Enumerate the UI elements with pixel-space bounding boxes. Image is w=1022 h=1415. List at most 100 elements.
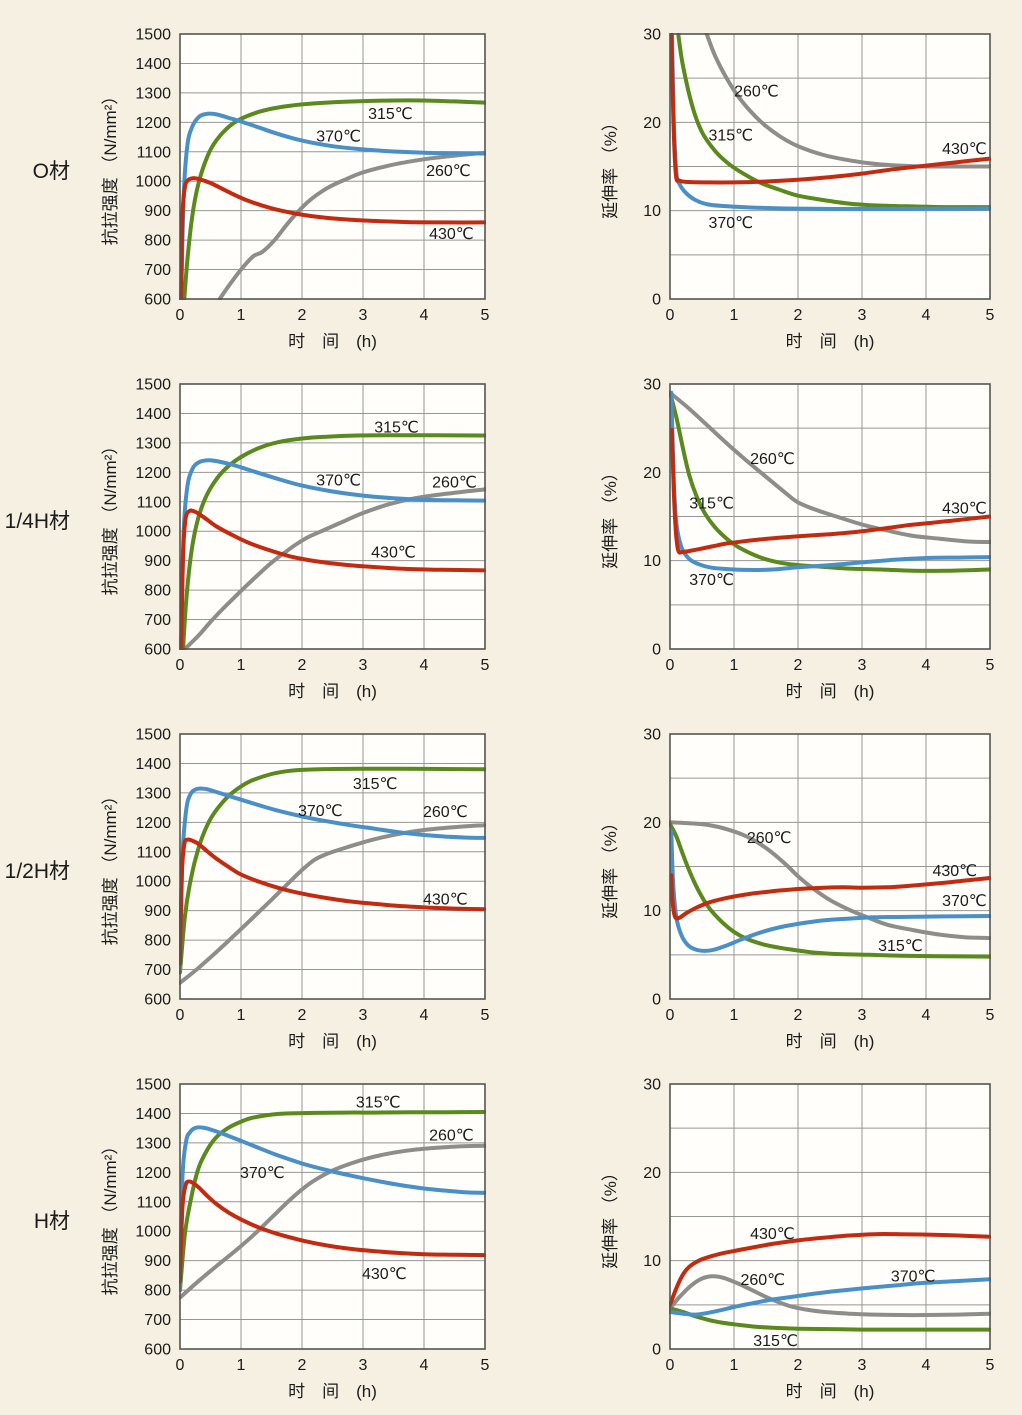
plot-border [179,733,486,1000]
x-tick-label: 4 [922,657,931,674]
y-tick-label: 10 [643,553,661,570]
y-axis-label: 抗拉强度 （N/mm²） [101,788,120,946]
curve-315℃ [179,1110,486,1293]
y-tick-label: 900 [144,1253,171,1270]
y-tick-label: 900 [144,553,171,570]
x-axis-label: 时 间 (h) [288,1032,377,1051]
x-tick-label: 5 [481,657,490,674]
y-tick-label: 900 [144,203,171,220]
curve-label-315℃: 315℃ [374,420,419,437]
curve-label-315℃: 315℃ [689,495,734,512]
x-tick-label: 2 [298,1007,307,1024]
chart-quarter-h-tensile-strength-svg: 0 1 2 3 4 5 600 700 800 900 1000 1100 1200 1300 1400 15… [101,377,490,702]
curve-label-430℃: 430℃ [942,141,987,158]
x-tick-label: 5 [481,1357,490,1374]
x-tick-label: 4 [922,1007,931,1024]
x-tick-label: 4 [420,657,429,674]
curve-260℃ [179,1143,486,1300]
curve-label-260℃: 260℃ [740,1272,785,1289]
x-tick-label: 0 [666,1357,675,1374]
row-label-quarter-h: 1/4H材 [4,510,70,533]
x-axis-label: 时 间 (h) [786,1382,875,1401]
y-axis-label: 延伸率 （%） [601,1164,620,1269]
curve-label-315℃: 315℃ [708,128,753,145]
curve-label-430℃: 430℃ [429,226,474,243]
curve-430℃ [669,427,991,555]
x-tick-label: 0 [666,307,675,324]
y-tick-label: 1400 [135,406,171,423]
y-tick-label: 800 [144,583,171,600]
curve-430℃ [179,837,486,966]
y-axis-label: 抗拉强度 （N/mm²） [101,438,120,596]
curve-430℃ [179,508,486,650]
chart-h-elongation-svg: 0 1 2 3 4 5 0 10 20 30 时 间 (h) 延伸率 （%） 260℃ 315℃ 370℃ 4… [601,1077,995,1402]
plot-border [669,733,991,1000]
y-tick-label: 600 [144,1342,171,1359]
row-label-o: O材 [32,160,70,183]
y-tick-label: 900 [144,903,171,920]
chart-half-h-elongation-svg: 0 1 2 3 4 5 0 10 20 30 时 间 (h) 延伸率 （%） 260℃ 315℃ 370℃ 4… [601,727,995,1052]
y-tick-label: 30 [643,727,661,744]
curve-label-430℃: 430℃ [362,1266,407,1283]
curve-label-370℃: 370℃ [316,128,361,145]
chart-o-tensile-strength: 0 1 2 3 4 5 600 700 800 900 1000 1100 1200 1300 1400 15… [70,12,560,362]
y-tick-label: 700 [144,1312,171,1329]
plot-border [669,33,991,300]
y-tick-label: 20 [643,815,661,832]
y-tick-label: 1300 [135,85,171,102]
x-tick-label: 1 [730,657,739,674]
y-tick-label: 1500 [135,27,171,44]
row-half-h: 1/2H材 0 1 2 3 4 5 600 700 800 900 1000 1100 1200 1300… [0,712,1022,1062]
y-tick-label: 1100 [137,844,172,861]
curve-315℃ [669,1306,991,1332]
curve-315℃ [179,766,486,975]
y-tick-label: 700 [144,612,171,629]
row-label-h: H材 [33,1210,70,1233]
curve-label-430℃: 430℃ [423,891,468,908]
x-axis-label: 时 间 (h) [786,1032,875,1051]
x-tick-label: 2 [794,1357,803,1374]
x-tick-label: 1 [237,1357,246,1374]
plot-border [669,1083,991,1350]
curve-label-430℃: 430℃ [932,863,977,880]
curve-label-315℃: 315℃ [353,776,398,793]
chart-half-h-elongation: 0 1 2 3 4 5 0 10 20 30 时 间 (h) 延伸率 （%） 260℃ 315℃ 370℃ 4… [560,712,1022,1062]
curve-260℃ [179,823,486,985]
y-tick-label: 800 [144,933,171,950]
x-tick-label: 2 [794,657,803,674]
y-tick-label: 1200 [135,465,171,482]
curve-315℃ [182,98,486,300]
y-tick-label: 1300 [135,785,171,802]
x-tick-label: 1 [730,307,739,324]
curve-label-430℃: 430℃ [371,544,416,561]
x-tick-label: 1 [730,1007,739,1024]
plot-area [180,34,485,299]
row-quarter-h: 1/4H材 0 1 2 3 4 5 600 700 800 900 1000 1100 1200 1300… [0,362,1022,712]
plot-border [669,383,991,650]
curve-label-260℃: 260℃ [750,451,795,468]
x-tick-label: 5 [481,307,490,324]
x-tick-label: 5 [986,1007,995,1024]
y-tick-label: 800 [144,233,171,250]
curve-370℃ [179,458,486,646]
y-tick-label: 1500 [135,377,171,394]
x-tick-label: 4 [420,307,429,324]
curve-label-260℃: 260℃ [432,475,477,492]
y-tick-label: 1000 [135,1224,171,1241]
chart-h-elongation: 0 1 2 3 4 5 0 10 20 30 时 间 (h) 延伸率 （%） 260℃ 315℃ 370℃ 4… [560,1062,1022,1412]
y-tick-label: 1200 [135,815,171,832]
x-tick-label: 3 [858,1357,867,1374]
row-o: O材 0 1 2 3 4 5 600 700 800 900 1000 1100 1200 1300 140… [0,12,1022,362]
plot-border [179,383,486,650]
y-tick-label: 0 [652,1342,661,1359]
curve-label-315℃: 315℃ [368,106,413,123]
chart-half-h-tensile-strength: 0 1 2 3 4 5 600 700 800 900 1000 1100 1200 1300 1400 15… [70,712,560,1062]
y-tick-label: 1500 [135,727,171,744]
y-tick-label: 1400 [135,1106,171,1123]
y-tick-label: 1400 [135,756,171,773]
x-tick-label: 4 [420,1007,429,1024]
x-tick-label: 4 [922,307,931,324]
y-axis-label: 延伸率 （%） [601,464,620,569]
y-tick-label: 1300 [135,435,171,452]
curve-label-370℃: 370℃ [316,473,361,490]
